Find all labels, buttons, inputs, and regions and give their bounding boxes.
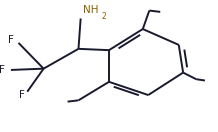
Text: F: F — [0, 65, 5, 75]
Text: F: F — [8, 35, 14, 45]
Text: 2: 2 — [101, 12, 106, 21]
Text: NH: NH — [83, 4, 98, 15]
Text: F: F — [19, 90, 25, 100]
